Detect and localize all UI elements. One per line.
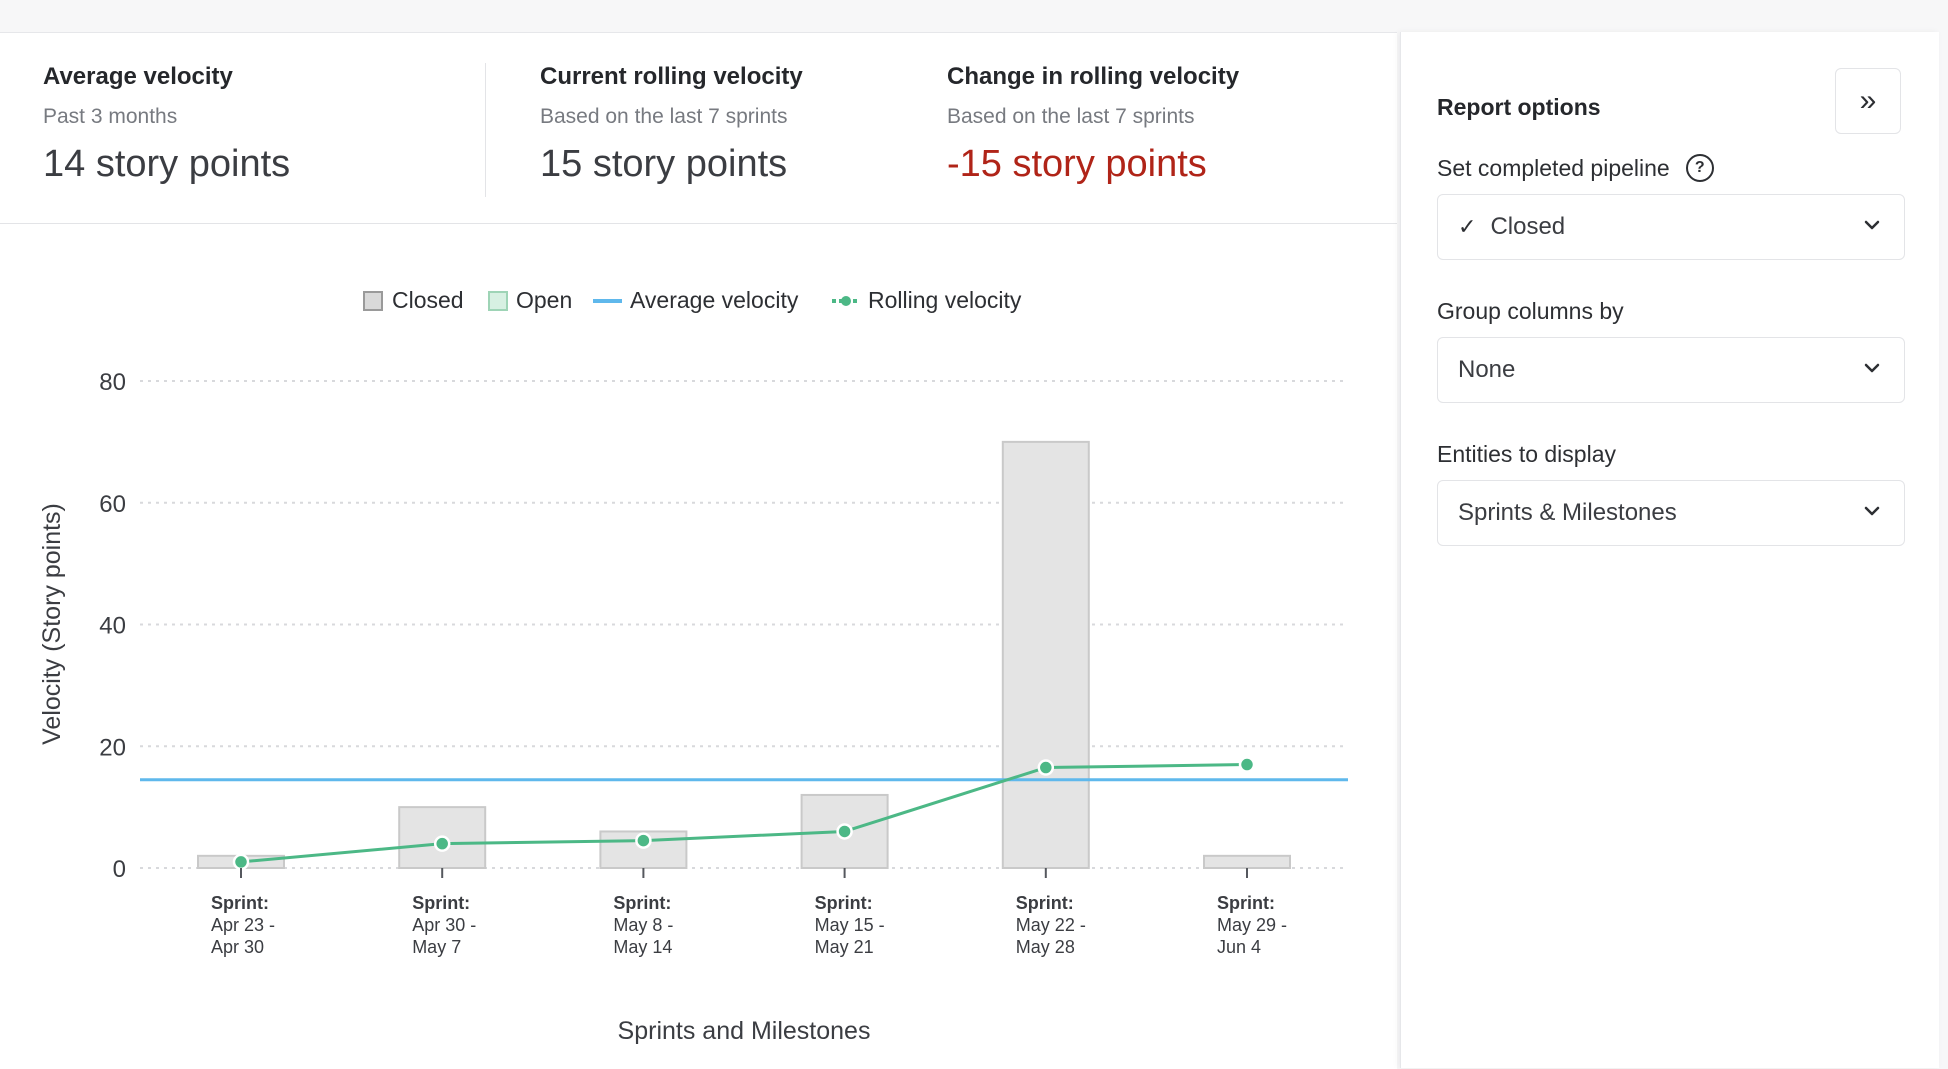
y-axis-title: Velocity (Story points) — [38, 503, 66, 745]
chart-bars — [197, 440, 1291, 870]
stats-row: Average velocity Past 3 months 14 story … — [0, 33, 1397, 224]
pipeline-select-value: Closed — [1490, 213, 1566, 240]
rolling-velocity-point[interactable] — [836, 823, 853, 840]
report-options-panel: Report options » Set completed pipeline … — [1400, 32, 1939, 1068]
stat-subtitle: Past 3 months — [43, 105, 178, 128]
stat-title: Current rolling velocity — [540, 63, 803, 90]
x-tick-label: May 28 — [1016, 937, 1075, 957]
legend-average-label[interactable]: Average velocity — [630, 287, 799, 313]
rolling-velocity-point[interactable] — [1238, 756, 1256, 773]
legend-closed-label[interactable]: Closed — [392, 287, 464, 313]
group-columns-label: Group columns by — [1437, 298, 1624, 325]
rolling-velocity-polyline — [240, 763, 1248, 864]
x-tick-label: Sprint: — [412, 893, 470, 913]
x-tick-label: Apr 30 — [211, 937, 264, 957]
y-tick-label: 40 — [99, 613, 126, 640]
y-tick-label: 80 — [99, 369, 126, 396]
rolling-velocity-point[interactable] — [232, 853, 250, 871]
entities-select-value: Sprints & Milestones — [1458, 499, 1677, 526]
chart-canvas: Closed Open Average velocity Rolling vel… — [38, 287, 1348, 1045]
x-tick-label: May 21 — [815, 937, 874, 957]
velocity-report: Average velocity Past 3 months 14 story … — [0, 32, 1397, 1069]
x-tick-label: May 22 - — [1016, 915, 1086, 935]
double-chevron-right-icon: » — [1859, 84, 1877, 117]
chart-grid: 0 20 40 60 80 — [99, 369, 1348, 883]
bar-closed[interactable] — [1001, 440, 1090, 869]
stat-current-rolling-velocity: Current rolling velocity Based on the la… — [540, 33, 920, 223]
x-tick-label: May 29 - — [1217, 915, 1287, 935]
stat-change-rolling-velocity: Change in rolling velocity Based on the … — [947, 33, 1367, 223]
pipeline-select[interactable]: ✓ Closed — [1437, 194, 1905, 260]
y-tick-label: 0 — [113, 856, 126, 883]
stat-divider — [485, 63, 486, 197]
legend-rolling-dot[interactable] — [841, 296, 851, 306]
x-tick-label: Sprint: — [211, 893, 269, 913]
stat-title: Change in rolling velocity — [947, 63, 1240, 90]
collapse-panel-button[interactable]: » — [1835, 68, 1901, 134]
x-tick-label: Sprint: — [1217, 893, 1275, 913]
bar-closed[interactable] — [1203, 854, 1291, 870]
entities-select[interactable]: Sprints & Milestones — [1437, 480, 1905, 546]
x-tick-label: Apr 23 - — [211, 915, 275, 935]
check-icon: ✓ — [1458, 214, 1477, 239]
entities-label-text: Entities to display — [1437, 441, 1616, 467]
entities-label: Entities to display — [1437, 441, 1616, 468]
group-columns-select-value: None — [1458, 356, 1516, 383]
x-tick-label: Jun 4 — [1217, 937, 1261, 957]
chevron-down-icon — [1864, 363, 1880, 373]
stat-title: Average velocity — [43, 63, 233, 90]
chevron-down-icon — [1864, 220, 1880, 230]
x-tick-label: Sprint: — [1016, 893, 1074, 913]
stat-value: 15 story points — [540, 143, 788, 185]
legend-closed-swatch[interactable] — [363, 291, 383, 311]
help-icon[interactable]: ? — [1685, 154, 1714, 182]
rolling-velocity-point[interactable] — [635, 832, 652, 849]
x-tick-label: Sprint: — [815, 893, 873, 913]
x-tick-label: Apr 30 - — [412, 915, 476, 935]
stat-subtitle: Based on the last 7 sprints — [947, 105, 1195, 128]
legend-open-label[interactable]: Open — [516, 287, 572, 313]
y-tick-label: 20 — [99, 734, 126, 761]
panel-title: Report options — [1437, 94, 1601, 120]
stat-subtitle: Based on the last 7 sprints — [540, 105, 788, 128]
x-tick-label: May 15 - — [815, 915, 885, 935]
legend-open-swatch[interactable] — [488, 291, 508, 311]
x-tick-label: May 7 — [412, 937, 461, 957]
x-tick-label: May 8 - — [613, 915, 673, 935]
rolling-velocity-point[interactable] — [1037, 759, 1055, 776]
x-tick-label: Sprint: — [613, 893, 671, 913]
group-columns-select[interactable]: None — [1437, 337, 1905, 403]
pipeline-label: Set completed pipeline ? — [1437, 154, 1714, 182]
chevron-down-icon — [1864, 506, 1880, 516]
stat-value: 14 story points — [43, 143, 291, 185]
chart-legend: Closed Open Average velocity Rolling vel… — [363, 287, 1022, 313]
legend-rolling-label[interactable]: Rolling velocity — [868, 287, 1022, 313]
rolling-velocity-line — [232, 756, 1256, 871]
rolling-velocity-point[interactable] — [433, 835, 451, 852]
x-tick-label: May 14 — [613, 937, 672, 957]
pipeline-label-text: Set completed pipeline — [1437, 154, 1670, 181]
velocity-chart: Closed Open Average velocity Rolling vel… — [0, 224, 1397, 1069]
group-columns-label-text: Group columns by — [1437, 298, 1624, 324]
stat-value: -15 story points — [947, 143, 1207, 185]
stat-average-velocity: Average velocity Past 3 months 14 story … — [43, 33, 463, 223]
y-tick-label: 60 — [99, 491, 126, 518]
x-axis-title: Sprints and Milestones — [618, 1017, 871, 1045]
